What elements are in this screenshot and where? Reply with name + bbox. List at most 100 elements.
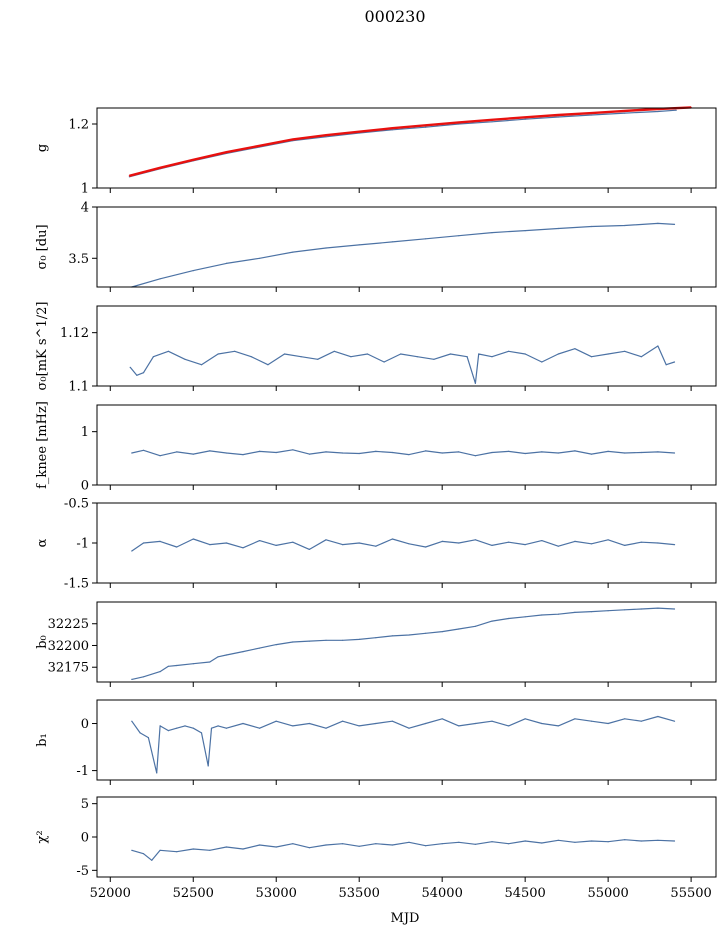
x-tick-label: 55500	[670, 886, 711, 901]
data-point	[342, 452, 344, 454]
data-point	[449, 353, 452, 355]
data-point	[425, 632, 427, 634]
data-point	[640, 356, 642, 358]
data-point	[425, 124, 427, 126]
data-point	[192, 727, 194, 729]
data-point	[131, 452, 133, 454]
data-point	[458, 123, 460, 125]
data-point	[508, 725, 510, 727]
data-point	[673, 452, 676, 454]
data-point	[524, 718, 526, 720]
data-point	[491, 620, 493, 622]
x-tick-label: 54500	[504, 886, 545, 901]
data-point	[557, 452, 559, 454]
data-point	[433, 358, 435, 360]
data-point	[176, 727, 178, 729]
data-point	[275, 544, 277, 547]
data-point	[557, 545, 559, 547]
data-point	[366, 353, 369, 355]
data-point	[242, 848, 244, 850]
data-point	[259, 844, 261, 846]
axes-frame	[96, 601, 717, 683]
data-point	[159, 167, 161, 169]
data-point	[275, 720, 277, 722]
data-point	[478, 353, 480, 355]
data-point	[673, 544, 676, 546]
x-axis-label: MJD	[391, 911, 420, 926]
panel-6: 32175 32200 32225 b₀	[35, 601, 717, 687]
data-point	[574, 348, 576, 350]
data-point	[275, 451, 277, 454]
data-point	[391, 844, 393, 846]
data-point	[131, 849, 133, 851]
data-point	[192, 538, 194, 540]
data-point	[657, 345, 659, 347]
data-point	[225, 542, 227, 544]
data-point	[358, 542, 360, 544]
data-point	[242, 454, 244, 456]
data-point	[624, 110, 626, 112]
data-point	[624, 839, 626, 841]
data-point	[308, 722, 310, 725]
data-point	[156, 772, 158, 774]
data-point	[259, 145, 261, 147]
data-point	[524, 544, 526, 546]
data-point	[259, 450, 261, 452]
data-point	[391, 241, 393, 243]
data-point	[142, 542, 145, 544]
x-tick-label: 52000	[90, 886, 131, 901]
axes-frame	[96, 796, 717, 878]
figure-title: 000230	[364, 7, 425, 26]
data-point	[590, 225, 593, 228]
data-point	[375, 450, 377, 452]
data-point	[159, 540, 161, 543]
data-point	[259, 727, 261, 729]
data-point	[325, 539, 327, 541]
data-point	[590, 611, 593, 613]
y-tick-label: -1	[76, 537, 89, 552]
data-point	[458, 451, 460, 453]
data-point	[590, 453, 593, 455]
data-point	[624, 350, 626, 352]
data-point	[425, 238, 427, 240]
data-point	[333, 350, 335, 352]
data-point	[466, 356, 468, 358]
data-point	[217, 725, 219, 727]
data-point	[441, 452, 443, 454]
panel-8: -5 0 5 52000 52500 53000 53500 54000 54500 55000 5…	[35, 796, 717, 901]
data-point	[508, 617, 510, 620]
data-point	[209, 450, 211, 452]
series-line	[131, 538, 675, 552]
y-tick-label: 5	[81, 797, 89, 812]
data-point	[408, 727, 410, 729]
data-point	[607, 539, 609, 541]
data-point	[200, 732, 203, 734]
data-point	[657, 542, 659, 544]
data-point	[308, 453, 310, 455]
y-tick-label: 1.1	[68, 380, 89, 395]
data-point	[508, 350, 510, 352]
data-point	[383, 361, 385, 363]
data-point	[209, 544, 211, 546]
data-point	[375, 637, 377, 639]
data-point	[474, 455, 476, 457]
data-point	[259, 647, 261, 649]
data-point	[391, 451, 393, 454]
data-point	[275, 644, 277, 646]
data-point	[391, 635, 393, 637]
data-point	[176, 451, 178, 453]
data-point	[142, 449, 145, 451]
data-point	[458, 235, 460, 237]
data-point	[607, 722, 609, 725]
data-point	[657, 607, 659, 609]
y-tick-label: 32200	[48, 639, 89, 654]
y-axis-label: σ₀ [du]	[35, 224, 50, 269]
data-point	[574, 540, 576, 543]
data-point	[325, 844, 327, 846]
data-point	[657, 839, 659, 841]
data-point	[624, 718, 626, 720]
y-tick-label: 1.2	[68, 118, 89, 133]
data-point	[342, 843, 344, 845]
data-point	[557, 227, 559, 230]
data-point	[217, 353, 219, 355]
